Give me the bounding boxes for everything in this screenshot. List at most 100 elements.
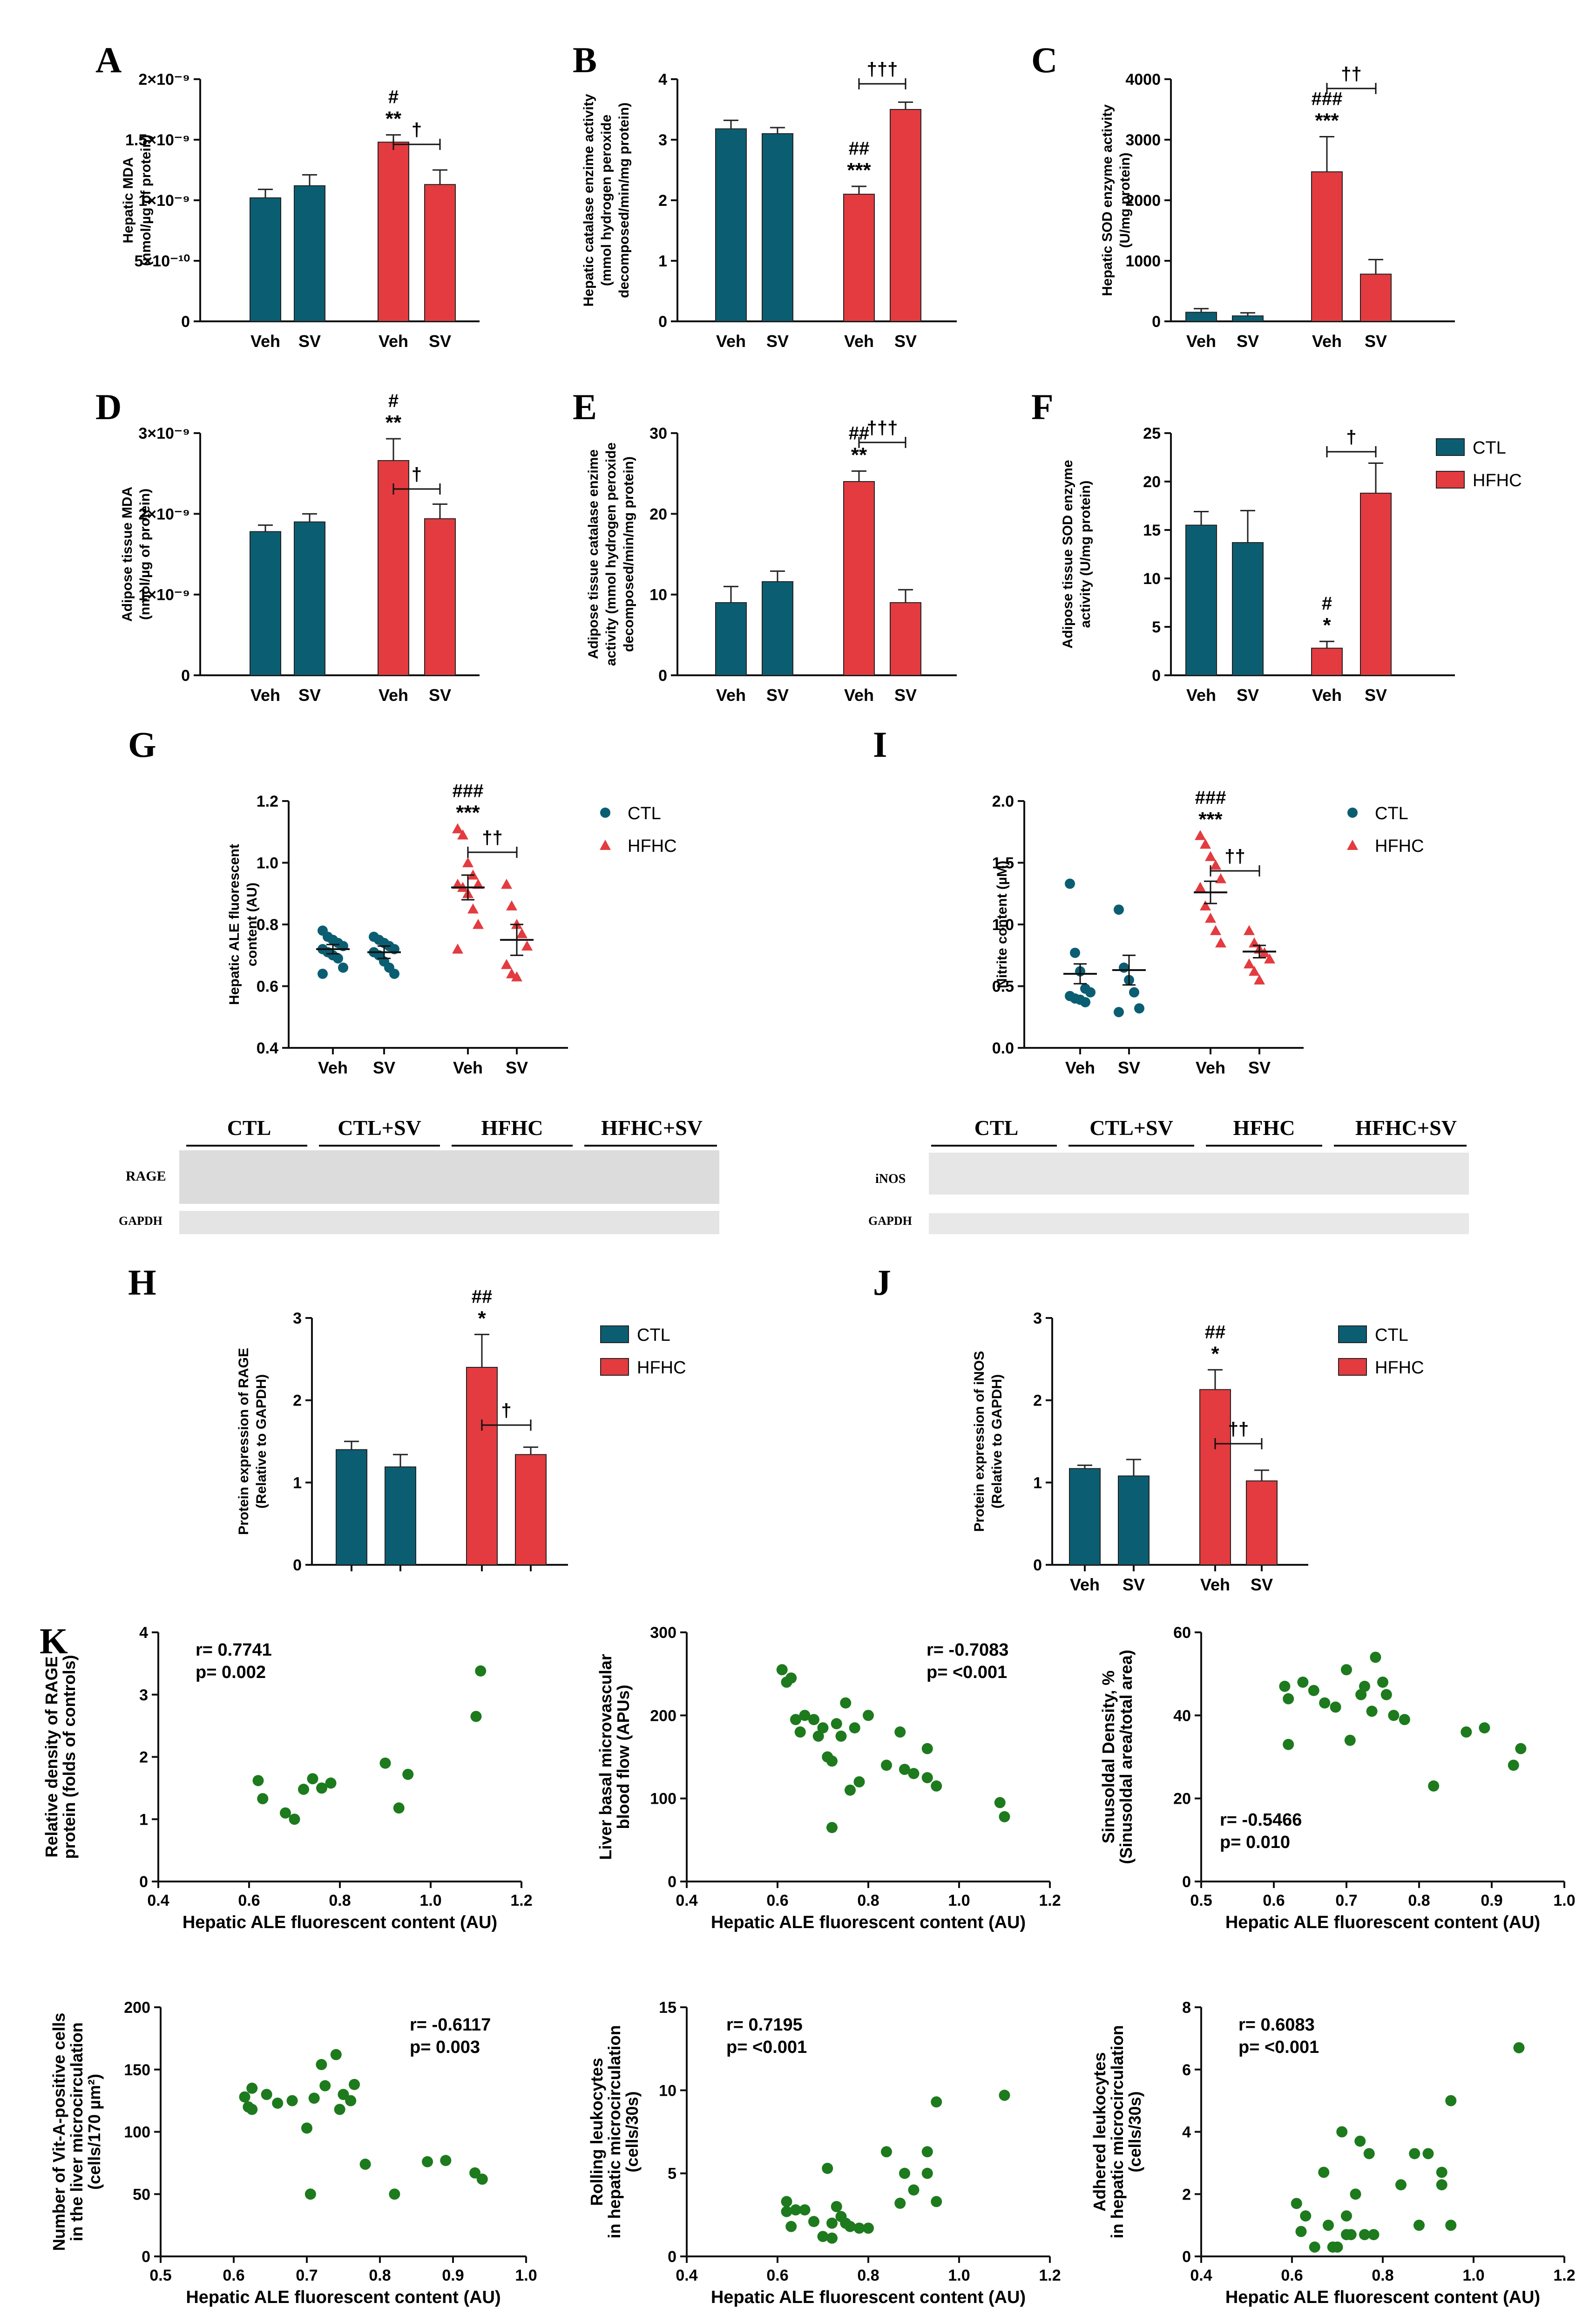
y-tick-label: 4: [658, 71, 667, 88]
bar: [843, 481, 875, 676]
data-point: [1119, 962, 1129, 973]
y-tick-label: 60: [1173, 1624, 1191, 1642]
legend-marker-hfhc: [1436, 471, 1465, 489]
y-tick-label: 3×10⁻⁹: [138, 425, 190, 442]
y-tick-label: 10: [649, 586, 667, 604]
blot-right-group-1: CTL: [974, 1116, 1019, 1140]
sig-mark-star: ***: [1315, 109, 1339, 132]
data-point: [1200, 900, 1211, 910]
x-category-label: SV: [1365, 332, 1387, 351]
data-point: [402, 1768, 414, 1780]
panel-letter-i: I: [873, 724, 887, 765]
bar: [1311, 647, 1343, 676]
y-tick-label: 50: [133, 2186, 150, 2203]
panel-letter-c: C: [1031, 40, 1057, 80]
y-axis-label-line: content (AU): [244, 883, 260, 966]
legend: CTL HFHC: [1436, 438, 1522, 490]
y-tick-label: 0.4: [257, 1039, 278, 1057]
data-point: [785, 1672, 797, 1684]
x-category-label: Veh: [716, 332, 746, 351]
data-point: [239, 2091, 250, 2103]
legend-label-ctl: CTL: [1375, 1325, 1408, 1345]
data-point: [1244, 925, 1255, 935]
x-tick-label: 0.4: [1190, 2267, 1212, 2284]
y-tick-label: 40: [1173, 1707, 1191, 1725]
y-tick-label: 20: [1173, 1790, 1191, 1808]
data-point: [921, 1743, 933, 1754]
data-point: [1065, 878, 1075, 889]
data-point: [1368, 2229, 1380, 2241]
y-tick-label: 300: [650, 1624, 676, 1642]
data-point: [261, 2089, 272, 2100]
data-point: [333, 953, 343, 964]
bar: [1185, 312, 1217, 322]
y-axis-label-line: Nitrite content (µM): [994, 861, 1010, 988]
x-tick-label: 0.8: [1372, 2267, 1393, 2284]
bar: [715, 602, 747, 676]
sig-mark-star: ***: [456, 802, 480, 824]
data-point: [799, 2204, 811, 2216]
bar: [1232, 315, 1264, 322]
legend-marker-ctl: [1338, 1325, 1367, 1343]
data-point: [894, 1726, 906, 1738]
y-axis-label-line: (nmol/µg of protein): [138, 135, 154, 266]
x-category-label: Veh: [1196, 1058, 1225, 1077]
y-axis-label-line: (cells/170 µm²): [85, 2074, 104, 2190]
data-point: [863, 2222, 874, 2234]
data-point: [1508, 1759, 1519, 1771]
x-category-label: SV: [1123, 1575, 1145, 1594]
x-tick-label: 0.8: [369, 2267, 391, 2284]
chart-d: D 0 1×10⁻⁹ 2×10⁻⁹ 3×10⁻⁹ Adipose tissue MDA (n…: [95, 387, 480, 705]
bar: [515, 1454, 547, 1565]
data-point: [931, 2196, 942, 2208]
sig-mark-hash: ###: [453, 781, 484, 802]
x-category-label: Veh: [1186, 686, 1216, 705]
x-category-label: SV: [1118, 1058, 1140, 1077]
y-axis-label-line: activity (mmol hydrogen peroxide: [603, 442, 619, 666]
legend: CTL HFHC: [1347, 804, 1424, 856]
y-tick-label: 3: [293, 1310, 302, 1327]
data-point: [272, 2097, 284, 2109]
y-tick-label: 1000: [1125, 252, 1161, 270]
x-tick-label: 0.6: [766, 2267, 788, 2284]
y-axis-label-line: (nmol/µg of protein): [137, 489, 153, 620]
data-point: [853, 1776, 865, 1787]
data-point: [506, 900, 517, 910]
data-point: [826, 2217, 838, 2229]
y-tick-label: 150: [124, 2061, 150, 2079]
data-point: [790, 2204, 801, 2216]
data-point: [799, 1710, 811, 1721]
y-tick-label: 0.6: [257, 978, 278, 996]
data-point: [817, 2231, 829, 2242]
x-category-label: Veh: [844, 332, 874, 351]
y-axis-label-line: Hepatic catalase enzime activity: [581, 94, 596, 306]
data-point: [1244, 958, 1255, 969]
bar: [250, 197, 281, 322]
data-point: [1330, 1701, 1341, 1713]
x-tick-label: 0.8: [857, 1892, 879, 1909]
data-point: [826, 2232, 838, 2244]
y-tick-label: 0: [1152, 313, 1161, 331]
correlation-p: p= 0.003: [410, 2038, 480, 2057]
data-point: [473, 919, 484, 929]
data-point: [379, 1757, 391, 1769]
bar: [294, 521, 325, 676]
blot-left-group-1: CTL: [227, 1116, 271, 1140]
x-axis-label: Hepatic ALE fluorescent content (AU): [183, 1913, 497, 1932]
y-axis-label-line: Hepatic ALE fluorescent: [227, 844, 242, 1005]
y-tick-label: 4: [139, 1624, 148, 1642]
y-tick-label: 1.5: [992, 855, 1014, 872]
x-tick-label: 0.8: [1408, 1892, 1430, 1909]
x-tick-label: 0.8: [329, 1892, 351, 1909]
x-tick-label: 0.5: [149, 2267, 171, 2284]
data-point: [1341, 1664, 1352, 1676]
x-category-label: Veh: [318, 1058, 348, 1077]
y-tick-label: 1.0: [257, 855, 278, 872]
y-tick-label: 1: [139, 1811, 148, 1828]
data-point: [899, 2167, 910, 2179]
x-category-label: SV: [1237, 332, 1259, 351]
chart-h: H 0 1 2 3 Protein expression of RAGE (Relative…: [128, 1262, 686, 1574]
